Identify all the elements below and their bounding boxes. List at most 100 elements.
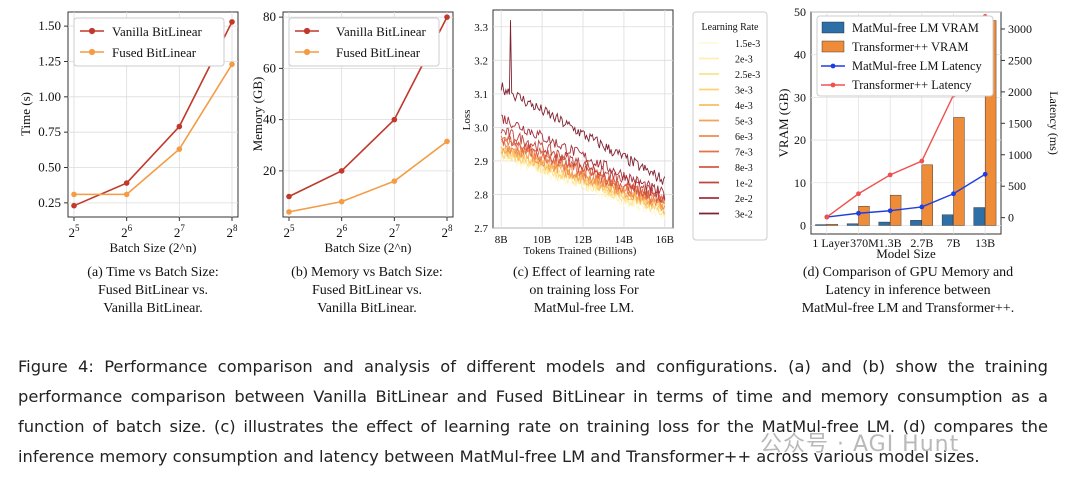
chart-time-vs-batch: 0.25 0.50 0.75 1.00 1.25 1.50 25 26 27 28 Vanilla… [18, 11, 239, 255]
ytick-label-c: 2.7 [474, 223, 488, 235]
xlabel-d: Model Size [876, 246, 936, 261]
series-line-b-0 [288, 16, 448, 198]
latency-point-d-0 [951, 191, 956, 197]
legend-c: Learning Rate 1.5e-3 2e-3 2.5e-3 3e-3 4e-3 5e… [692, 11, 768, 241]
ytick-label-right-d: 1000 [1008, 148, 1032, 162]
ytick-label-b: 40 [263, 112, 276, 127]
xtick-label-b: 27 [389, 223, 401, 240]
series-point-a-0 [176, 123, 183, 130]
subcaption-c-line-1: (c) Effect of learning rate [513, 265, 655, 280]
ytick-label-b: 20 [263, 163, 276, 178]
legend-b-marker-1 [303, 48, 311, 56]
legend-c-label: 3e-3 [735, 86, 753, 97]
series-line-c-11 [500, 20, 666, 185]
legend-c-label: 8e-3 [735, 163, 753, 174]
series-point-a-0 [71, 202, 77, 209]
ylabel-a: Time (s) [18, 92, 33, 136]
ytick-label-d: 10 [794, 176, 806, 190]
ytick-label-b: 80 [263, 9, 276, 24]
series-point-b-0 [338, 168, 345, 174]
series-point-a-1 [229, 61, 235, 68]
bar-d-1 [921, 164, 933, 226]
subcaption-a-line-3: Vanilla BitLinear. [103, 301, 203, 316]
series-line-c-10 [501, 114, 666, 200]
series-point-a-0 [229, 19, 235, 25]
series-line-c-5 [500, 146, 666, 211]
xtick-label-c: 16B [656, 234, 674, 246]
ytick-label-a: 1.00 [38, 89, 61, 104]
series-point-b-1 [391, 178, 398, 184]
subcaption-a: (a) Time vs Batch Size: Fused BitLinear … [63, 264, 243, 318]
legend-a: Vanilla BitLinear Fused BitLinear [73, 17, 225, 67]
subcaption-b-line-1: (b) Memory vs Batch Size: [291, 265, 443, 280]
xtick-label-a: 25 [69, 223, 81, 240]
ytick-label-right-d: 2500 [1008, 53, 1032, 67]
bar-d-0 [846, 223, 859, 226]
ytick-label-c: 2.8 [474, 189, 488, 201]
subcaption-d: (d) Comparison of GPU Memory and Latency… [778, 264, 1038, 318]
xtick-label-a: 27 [174, 223, 186, 240]
latency-point-d-0 [919, 204, 925, 210]
series-point-a-1 [176, 146, 183, 152]
legend-d-marker-2 [830, 63, 836, 69]
xlabel-c: Tokens Trained (Billions) [524, 245, 637, 257]
series-point-b-1 [286, 209, 292, 215]
legend-a-label-0: Vanilla BitLinear [112, 24, 203, 39]
ytick-label-d: 50 [794, 5, 806, 19]
xtick-label-d: 1.3B [879, 236, 902, 250]
ytick-label-c: 3.1 [474, 89, 488, 101]
legend-c-label: 5e-3 [735, 117, 753, 128]
watermark: 公众号 · AGI Hunt [760, 432, 960, 457]
xtick-label-c: 14B [615, 234, 633, 246]
subcaption-c-line-3: MatMul-free LM. [533, 301, 635, 316]
xtick-label-d: 7B [946, 236, 960, 250]
subcaption-d-line-3: MatMul-free LM and Transformer++. [801, 301, 1015, 316]
bar-d-0 [910, 220, 922, 226]
bar-d-1 [953, 117, 965, 226]
xtick-label-c: 10B [533, 234, 551, 246]
ytick-label-a: 1.25 [38, 53, 61, 68]
bar-d-0 [941, 214, 954, 226]
plot-frame-a [67, 11, 239, 218]
ytick-label-d: 30 [794, 90, 806, 104]
series-point-a-1 [123, 191, 130, 198]
series-line-b-1 [288, 140, 448, 213]
latency-point-d-1 [887, 172, 893, 178]
bar-d-1 [826, 223, 838, 226]
ytick-label-right-d: 0 [1008, 211, 1014, 225]
xtick-label-c: 12B [574, 234, 592, 246]
plot-frame-b [282, 11, 454, 218]
ytick-label-a: 1.50 [38, 18, 61, 33]
xtick-label-d: 13B [975, 236, 995, 250]
legend-c-label: 7e-3 [735, 148, 753, 159]
subcaption-a-line-2: Fused BitLinear vs. [97, 283, 209, 298]
xtick-label-a: 28 [227, 223, 239, 240]
xtick-label-c: 8B [495, 234, 508, 246]
legend-d-swatch-1 [821, 40, 845, 53]
ytick-label-b: 60 [263, 60, 276, 75]
ytick-label-d: 0 [800, 218, 806, 232]
legend-c-label: 2e-2 [735, 194, 753, 205]
ytick-label-c: 3.3 [474, 22, 488, 34]
ytick-label-right-d: 3000 [1008, 22, 1032, 36]
ytick-label-c: 3.0 [474, 122, 488, 134]
legend-b-label-1: Fused BitLinear [336, 45, 421, 60]
legend-c-label: 1.5e-3 [735, 39, 760, 50]
bar-d-0 [815, 224, 827, 226]
xtick-label-d: 1 Layer [812, 236, 849, 250]
legend-d-label-3: Transformer++ Latency [852, 78, 972, 92]
xtick-label-b: 25 [284, 223, 296, 240]
legend-d-swatch-0 [821, 21, 845, 34]
series-point-a-0 [123, 180, 130, 186]
legend-d-label-1: Transformer++ VRAM [852, 40, 969, 54]
legend-c-label: 2.5e-3 [735, 70, 760, 81]
xtick-label-b: 28 [442, 223, 454, 240]
figure: 0.25 0.50 0.75 1.00 1.25 1.50 25 26 27 28 Vanilla… [18, 5, 1061, 261]
subcaption-c: (c) Effect of learning rate on training … [484, 264, 684, 318]
chart-learning-rate-loss: 2.7 2.8 2.9 3.0 3.1 3.2 3.3 8B 10B 12B 14B 16B Loss… [461, 9, 768, 257]
xtick-label-a: 26 [121, 223, 132, 240]
legend-c-label: 2e-3 [735, 55, 753, 66]
xlabel-a: Batch Size (2^n) [110, 240, 197, 255]
latency-point-d-1 [856, 191, 861, 197]
series-point-b-1 [444, 138, 450, 145]
